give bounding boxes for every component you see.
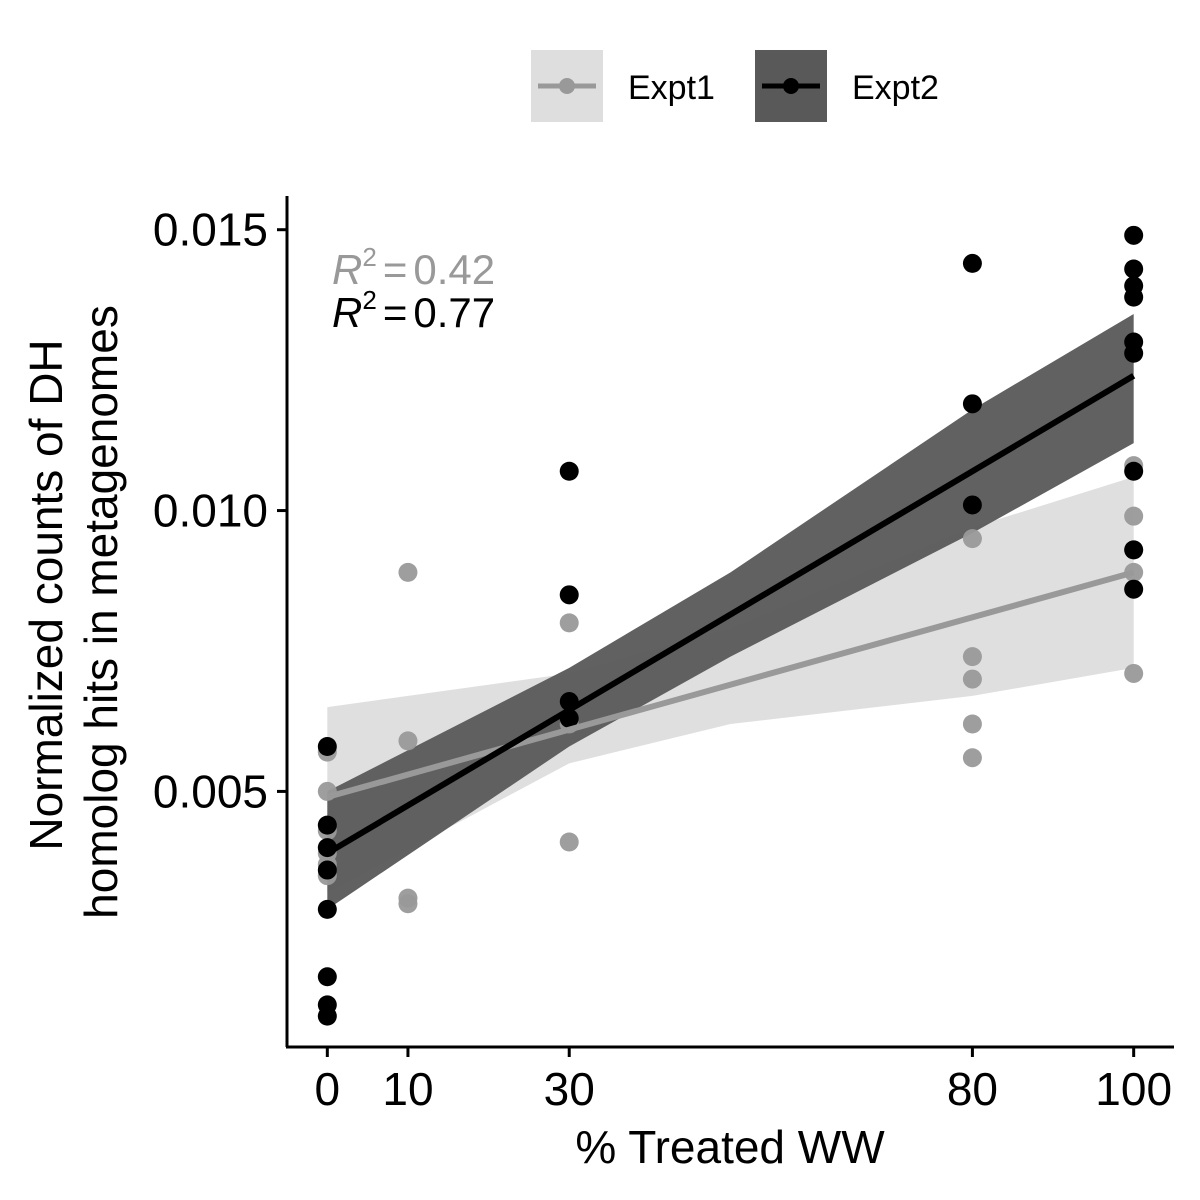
x-tick-label-30: 30 xyxy=(544,1063,595,1115)
point-expt2-3 xyxy=(317,860,337,880)
point-expt2-20 xyxy=(1124,343,1144,363)
point-expt2-21 xyxy=(1124,461,1144,481)
x-tick-label-80: 80 xyxy=(947,1063,998,1115)
point-expt1-7 xyxy=(398,731,418,751)
x-tick-label-10: 10 xyxy=(382,1063,433,1115)
axis-ticks: 0 10 30 80 100 0.005 0.010 0.015 xyxy=(153,204,1172,1115)
legend-label-expt2: Expt2 xyxy=(852,69,939,107)
point-expt2-16 xyxy=(1124,259,1144,279)
legend-key-expt2-point xyxy=(783,78,799,94)
fit-line-expt1 xyxy=(326,569,1135,800)
y-tick-label-2: 0.015 xyxy=(153,204,268,256)
point-expt1-13 xyxy=(559,832,579,852)
point-expt2-8 xyxy=(559,461,579,481)
legend-key-expt1-point xyxy=(559,78,575,94)
point-expt1-16 xyxy=(962,647,982,667)
point-expt2-5 xyxy=(317,967,337,987)
r2-label-expt2: R2 = 0.77 xyxy=(332,285,495,336)
point-expt1-10 xyxy=(559,613,579,633)
point-expt2-7 xyxy=(317,1006,337,1026)
point-expt1-15 xyxy=(962,529,982,549)
point-expt2-15 xyxy=(1124,225,1144,245)
point-expt2-9 xyxy=(559,585,579,605)
point-expt2-4 xyxy=(317,899,337,919)
legend: Expt1 Expt2 xyxy=(531,50,939,122)
y-axis-title-line2: homolog hits in metagenomes xyxy=(75,305,127,919)
point-expt2-22 xyxy=(1124,540,1144,560)
x-tick-label-0: 0 xyxy=(315,1063,341,1115)
plot-area xyxy=(317,225,1144,1026)
y-axis-title-line1: Normalized counts of DH xyxy=(20,339,72,850)
y-tick-label-0: 0.005 xyxy=(153,765,268,817)
y-tick-label-1: 0.010 xyxy=(153,485,268,537)
point-expt2-0 xyxy=(317,736,337,756)
point-expt1-21 xyxy=(1124,506,1144,526)
point-expt1-19 xyxy=(962,748,982,768)
point-expt2-18 xyxy=(1124,287,1144,307)
point-expt2-12 xyxy=(962,253,982,273)
point-expt1-24 xyxy=(1124,663,1144,683)
point-expt1-18 xyxy=(962,714,982,734)
x-axis-title: % Treated WW xyxy=(575,1121,885,1173)
point-expt2-13 xyxy=(962,394,982,414)
fit-line-expt2 xyxy=(325,373,1136,856)
legend-label-expt1: Expt1 xyxy=(628,69,715,107)
x-tick-label-100: 100 xyxy=(1095,1063,1172,1115)
point-expt2-1 xyxy=(317,815,337,835)
point-expt2-14 xyxy=(962,495,982,515)
point-expt1-17 xyxy=(962,669,982,689)
point-expt1-6 xyxy=(398,562,418,582)
point-expt2-23 xyxy=(1124,579,1144,599)
point-expt1-9 xyxy=(398,894,418,914)
r2-label-expt1: R2 = 0.42 xyxy=(332,242,495,293)
